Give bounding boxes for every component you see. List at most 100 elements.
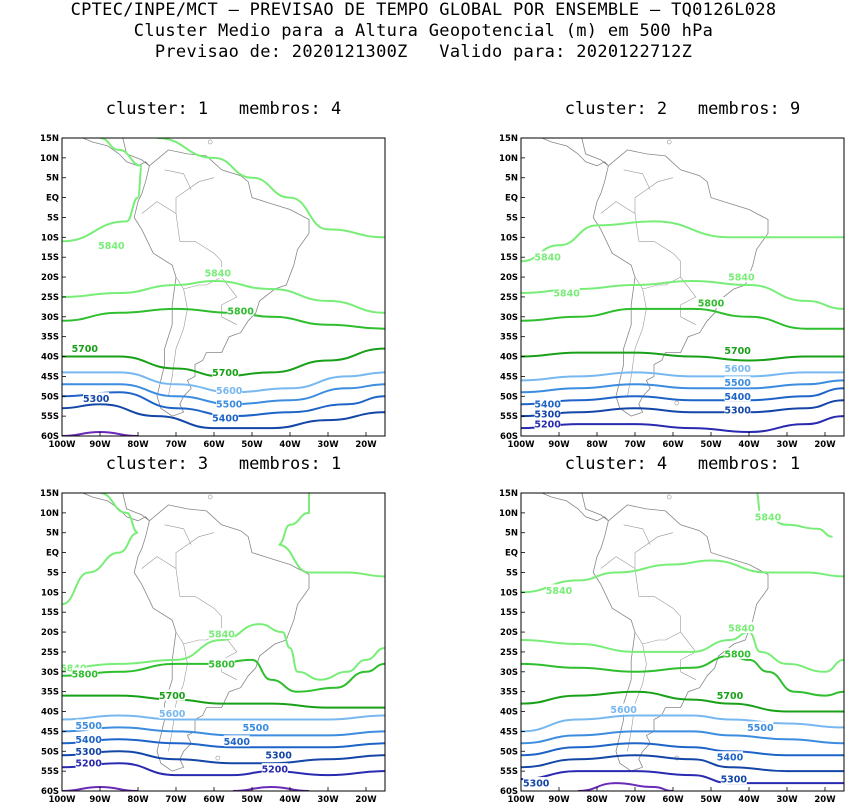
country-border [680, 316, 696, 325]
contour-label: 5800 [72, 669, 99, 680]
contour-label-bg [698, 296, 724, 308]
contour-label: 5840 [208, 630, 235, 641]
contour-label: 5400 [534, 400, 561, 411]
contour-label-bg [610, 703, 637, 715]
lon-tick-label: 70W [624, 795, 646, 805]
contour-label: 5600 [610, 705, 637, 716]
contour-label: 5300 [265, 751, 292, 762]
lon-tick-label: 60W [203, 440, 225, 450]
contour-5840 [521, 220, 844, 263]
contour-5300 [521, 754, 844, 773]
contour-label-bg [265, 749, 292, 761]
contour-label: 5600 [724, 364, 751, 375]
contour-label: 5400 [724, 392, 751, 403]
map-frame [520, 492, 845, 792]
panel-title: cluster: 3 membros: 1 [105, 454, 342, 474]
contour-label: 5200 [534, 420, 561, 431]
lon-tick-label: 70W [165, 440, 187, 450]
lat-tick-label: 25S [41, 293, 59, 303]
lat-tick-label: 25S [41, 648, 59, 658]
map-panel-1: 5840 5840 5800 5700 5700 5600 5500 5400 5300 15N 1… [40, 134, 386, 450]
contour-5300 [62, 403, 385, 430]
country-border [221, 671, 237, 680]
contour-label: 5300 [83, 394, 110, 405]
contour-label: 5300 [75, 747, 102, 758]
lon-tick-label: 30W [776, 795, 798, 805]
country-border [141, 556, 177, 569]
lat-tick-label: 10N [40, 154, 59, 164]
country-border [164, 524, 192, 545]
lat-tick-label: 50S [41, 747, 59, 757]
contour-label: 5840 [534, 253, 561, 264]
country-border [634, 532, 674, 597]
lat-tick-label: 30S [41, 313, 59, 323]
country-border [642, 639, 666, 645]
contour-label: 5400 [212, 414, 239, 425]
lon-tick-label: 50W [700, 795, 722, 805]
contour-5100 [577, 782, 674, 791]
country-border [680, 671, 696, 680]
contour-5840 [156, 138, 385, 239]
lat-tick-label: 10S [41, 233, 59, 243]
lat-tick-label: 50S [500, 392, 518, 402]
contour-label: 5400 [75, 735, 102, 746]
lat-tick-label: 20S [41, 273, 59, 283]
lat-tick-label: 25S [500, 648, 518, 658]
contour-label-bg [523, 777, 550, 789]
contour-5400 [521, 387, 844, 406]
contour-label-bg [75, 745, 102, 757]
lon-tick-label: 30W [317, 440, 339, 450]
lat-tick-label: 15N [40, 134, 59, 144]
contour-5840 [62, 138, 143, 243]
contour-label-bg [75, 757, 102, 769]
figure-header: CPTEC/INPE/MCT – PREVISAO DE TEMPO GLOBA… [0, 0, 847, 63]
contour-label-bg [216, 398, 243, 410]
coastline [81, 138, 310, 417]
island [207, 139, 213, 145]
country-border [642, 284, 666, 290]
lat-tick-label: 5S [506, 213, 518, 223]
country-border [680, 631, 697, 672]
lat-tick-label: 10S [500, 588, 518, 598]
contour-5600 [62, 714, 385, 721]
country-border [600, 556, 636, 569]
map-panel-2: 5840584058405800570056005500540054005300… [499, 134, 845, 450]
lat-tick-label: 15S [500, 253, 518, 263]
map-frame [61, 492, 386, 792]
lat-tick-label: 20S [41, 628, 59, 638]
lon-tick-label: 80W [127, 440, 149, 450]
contour-label: 5700 [212, 368, 239, 379]
contour-label-bg [212, 412, 239, 424]
lat-tick-label: 30S [41, 668, 59, 678]
contour-label: 5600 [159, 709, 186, 720]
lon-tick-label: 90W [89, 440, 111, 450]
lat-tick-label: 55S [41, 412, 59, 422]
contour-label-bg [208, 628, 235, 640]
lat-tick-label: 10N [499, 154, 518, 164]
contour-label: 5700 [72, 344, 99, 355]
contour-label: 5300 [534, 410, 561, 421]
contour-5400 [521, 742, 844, 757]
contour-label-bg [724, 362, 751, 374]
lat-tick-label: 20S [500, 628, 518, 638]
lat-tick-label: 55S [500, 412, 518, 422]
contour-label-bg [223, 735, 250, 747]
contour-label-bg [216, 384, 243, 396]
map-frame [61, 137, 386, 437]
contour-5700 [521, 351, 844, 362]
country-border [638, 596, 681, 641]
lat-tick-label: 15N [499, 134, 518, 144]
lon-tick-label: 70W [165, 795, 187, 805]
country-border [175, 532, 215, 597]
lat-tick-label: 30S [500, 668, 518, 678]
contour-5500 [521, 730, 844, 745]
country-border [680, 276, 697, 317]
contour-5500 [521, 379, 844, 394]
map-frame [520, 137, 845, 437]
lat-tick-label: 10N [40, 509, 59, 519]
contour-5700 [62, 694, 385, 709]
contour-label-bg [159, 689, 186, 701]
panel-title: cluster: 1 membros: 4 [105, 99, 342, 119]
lat-tick-label: 15S [500, 608, 518, 618]
contour-label: 5840 [546, 586, 573, 597]
